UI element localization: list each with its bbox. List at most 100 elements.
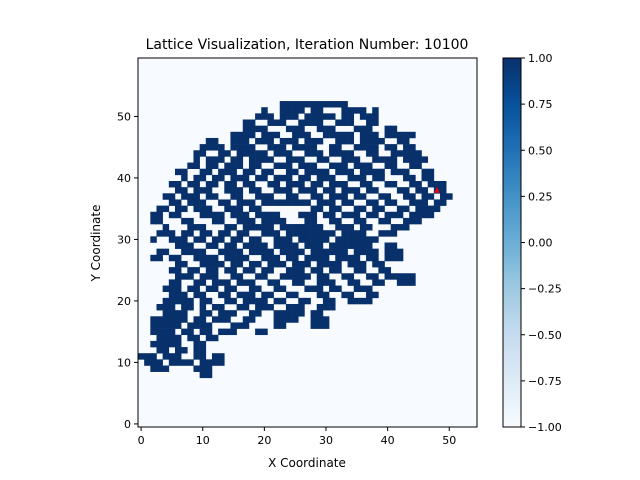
colorbar-tick-label: −1.00 <box>528 421 562 434</box>
heatmap-cell <box>224 187 231 194</box>
heatmap-cell <box>205 205 213 213</box>
heatmap-cell <box>403 137 410 145</box>
heatmap-cell <box>168 304 176 311</box>
heatmap-cell <box>359 193 367 200</box>
heatmap-cell <box>335 137 342 145</box>
heatmap-cell <box>292 193 299 200</box>
heatmap-cell <box>347 199 355 206</box>
heatmap-cell <box>255 150 262 157</box>
y-axis-ticks: 0 10 20 30 40 50 <box>117 110 138 431</box>
heatmap-cell <box>310 254 318 262</box>
heatmap-cell <box>193 236 200 243</box>
heatmap-cell <box>248 162 256 169</box>
heatmap-cell <box>168 181 176 188</box>
heatmap-cell <box>261 273 268 280</box>
heatmap-cell <box>427 211 435 219</box>
heatmap-cell <box>255 162 262 169</box>
heatmap-cell <box>211 279 219 286</box>
heatmap-cell <box>267 181 274 188</box>
heatmap-cell <box>403 217 410 225</box>
heatmap-cell <box>144 359 151 366</box>
heatmap-cell <box>150 365 157 372</box>
heatmap-cell <box>298 199 305 206</box>
x-tick-label: 10 <box>196 434 210 447</box>
heatmap-cell <box>273 187 281 194</box>
heatmap-cell <box>218 260 225 268</box>
heatmap-cell <box>261 230 268 237</box>
heatmap-cell <box>211 162 219 169</box>
heatmap-cell <box>193 285 200 292</box>
heatmap-cell <box>347 131 355 139</box>
heatmap-cell <box>248 291 256 299</box>
heatmap-cell <box>335 260 342 268</box>
heatmap-cell <box>248 279 256 286</box>
heatmap-cell <box>316 279 324 286</box>
heatmap-cell <box>236 230 244 237</box>
heatmap-cell <box>285 248 293 256</box>
heatmap-cell <box>285 291 293 299</box>
y-tick-label: 40 <box>117 172 131 185</box>
heatmap-cell <box>347 119 355 126</box>
heatmap-cell <box>353 297 361 305</box>
heatmap-cell <box>187 285 194 292</box>
x-tick-label: 20 <box>257 434 271 447</box>
heatmap-cell <box>409 156 416 163</box>
heatmap-cell <box>279 224 287 231</box>
heatmap-cell <box>273 150 281 157</box>
heatmap-cell <box>224 285 231 292</box>
heatmap-cell <box>267 131 274 139</box>
heatmap-cell <box>156 304 163 311</box>
heatmap-cell <box>230 174 237 182</box>
heatmap-cell <box>261 107 268 114</box>
heatmap-cell <box>359 125 367 133</box>
heatmap-cell <box>199 279 207 286</box>
heatmap-cell <box>218 144 225 151</box>
heatmap-cell <box>205 211 213 219</box>
heatmap-cell <box>224 205 231 213</box>
heatmap-cell <box>279 107 287 114</box>
heatmap-cell <box>298 187 305 194</box>
heatmap-cell <box>236 236 244 243</box>
heatmap-cell <box>335 150 342 157</box>
heatmap-cell <box>421 199 428 206</box>
heatmap-cell <box>199 273 207 280</box>
heatmap-cell <box>174 347 182 354</box>
heatmap-cell <box>304 242 311 249</box>
heatmap-cell <box>261 328 268 336</box>
heatmap-cell <box>292 199 299 206</box>
heatmap-cell <box>403 224 410 231</box>
heatmap-cell <box>248 119 256 126</box>
heatmap-cell <box>224 248 231 256</box>
heatmap-cell <box>310 162 318 169</box>
heatmap-cell <box>193 248 200 256</box>
heatmap-cell <box>168 322 176 329</box>
heatmap-cell <box>421 174 428 182</box>
heatmap-cell <box>304 168 311 176</box>
heatmap-cell <box>267 260 274 268</box>
heatmap-cell <box>310 242 318 249</box>
heatmap-cell <box>273 162 281 169</box>
heatmap-cell <box>292 260 299 268</box>
heatmap-cell <box>285 316 293 323</box>
heatmap-cell <box>384 230 392 237</box>
heatmap-cell <box>255 125 262 133</box>
heatmap-cell <box>292 230 299 237</box>
heatmap-cell <box>248 242 256 249</box>
heatmap-cell <box>187 304 194 311</box>
heatmap-cell <box>390 211 398 219</box>
heatmap-cell <box>292 181 299 188</box>
heatmap-cell <box>341 162 348 169</box>
heatmap-cell <box>335 193 342 200</box>
heatmap-cell <box>353 248 361 256</box>
heatmap-cell <box>372 236 379 243</box>
heatmap-cell <box>433 199 441 206</box>
heatmap-cell <box>211 181 219 188</box>
heatmap-cell <box>193 365 200 372</box>
heatmap-cell <box>187 181 194 188</box>
heatmap-cell <box>248 236 256 243</box>
heatmap-cell <box>168 279 176 286</box>
heatmap-cell <box>218 236 225 243</box>
heatmap-cell <box>168 334 176 342</box>
heatmap-cell <box>347 291 355 299</box>
heatmap-cell <box>329 113 336 120</box>
